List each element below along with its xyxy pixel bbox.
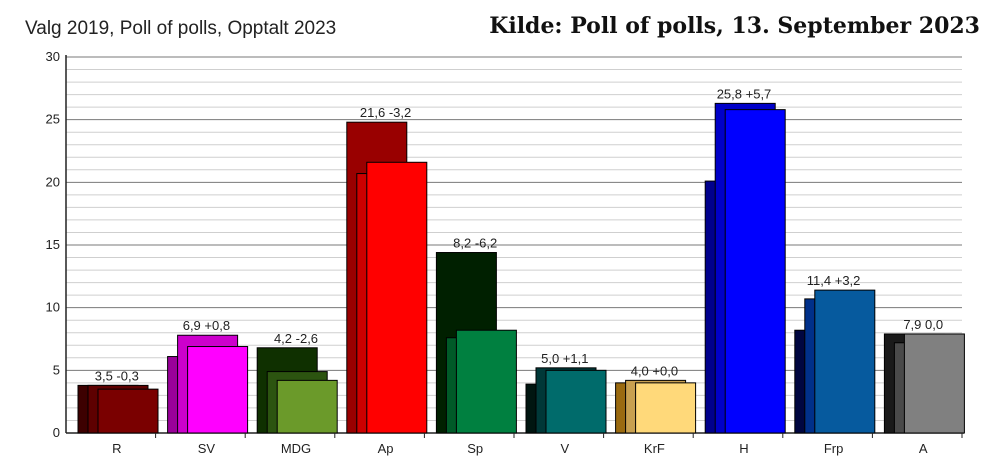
data-label: 6,9 +0,8: [183, 318, 230, 333]
x-tick-label: KrF: [644, 441, 665, 456]
y-tick-label: 25: [46, 112, 60, 127]
bar-a-3: [903, 333, 965, 434]
bar-sp-3: [455, 329, 517, 434]
x-tick-label: A: [919, 441, 928, 456]
data-label: 5,0 +1,1: [541, 351, 588, 366]
y-tick-label: 10: [46, 300, 60, 315]
bar-frp-3: [814, 289, 876, 434]
x-tick-label: MDG: [281, 441, 311, 456]
data-label: 8,2 -6,2: [453, 236, 497, 251]
y-tick-label: 20: [46, 174, 60, 189]
bar-krf-3: [635, 382, 697, 434]
bar-v-3: [545, 369, 607, 434]
data-label: 7,9 0,0: [903, 317, 943, 332]
chart-source: Kilde: Poll of polls, 13. September 2023: [489, 13, 980, 39]
data-label: 4,0 +0,0: [631, 363, 678, 378]
x-tick-label: V: [560, 441, 569, 456]
x-tick-label: Ap: [378, 441, 394, 456]
chart-title: Valg 2019, Poll of polls, Opptalt 2023: [25, 18, 337, 39]
y-tick-label: 30: [46, 49, 60, 64]
data-label: 11,4 +3,2: [807, 273, 861, 288]
x-tick-label: SV: [198, 441, 216, 456]
bar-r-3: [97, 388, 159, 434]
y-tick-label: 0: [53, 425, 60, 440]
data-label: 3,5 -0,3: [95, 368, 139, 383]
y-tick-label: 5: [53, 362, 60, 377]
x-tick-label: R: [112, 441, 121, 456]
data-label: 21,6 -3,2: [360, 105, 411, 120]
data-label: 25,8 +5,7: [717, 86, 772, 101]
x-tick-label: Frp: [824, 441, 844, 456]
y-tick-label: 15: [46, 237, 60, 252]
bar-ap-3: [366, 161, 428, 434]
bar-sv-3: [187, 346, 249, 434]
bar-mdg-3: [276, 379, 338, 434]
data-label: 4,2 -2,6: [274, 331, 318, 346]
bar-h-3: [724, 109, 786, 434]
x-tick-label: Sp: [467, 441, 483, 456]
x-tick-label: H: [739, 441, 748, 456]
